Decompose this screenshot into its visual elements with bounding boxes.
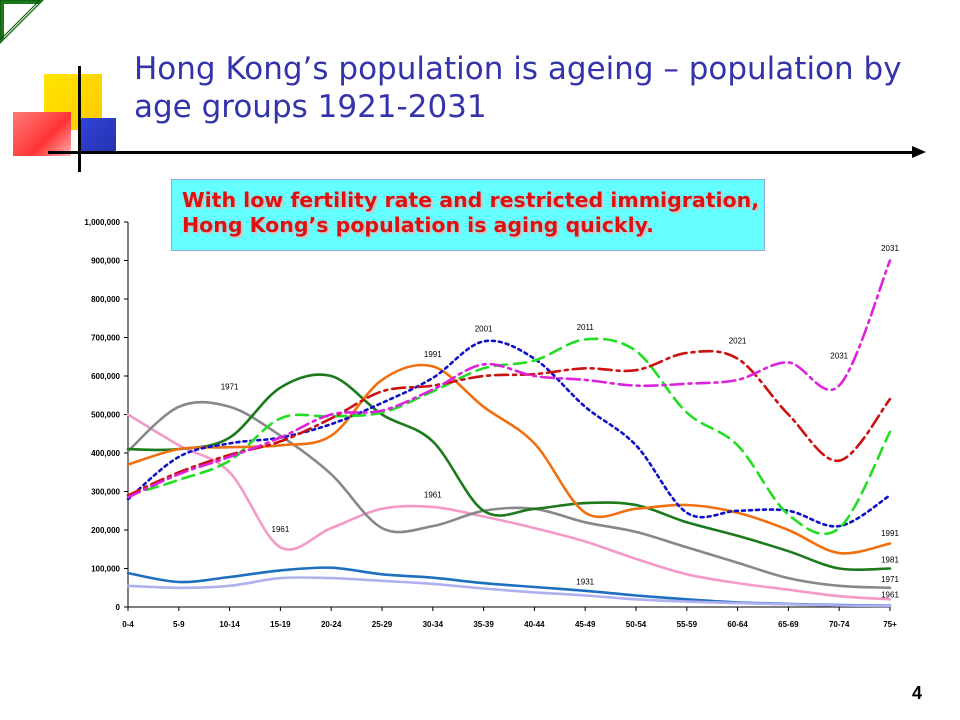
annotation-2031: 2031 (830, 352, 848, 361)
y-tick-label: 700,000 (91, 334, 120, 343)
annotation-1971: 1971 (881, 575, 899, 584)
x-tick-label: 15-19 (270, 620, 291, 629)
y-tick-label: 900,000 (91, 257, 120, 266)
x-tick-label: 40-44 (524, 620, 545, 629)
x-tick-label: 30-34 (423, 620, 444, 629)
annotation-2021: 2021 (729, 336, 747, 345)
y-tick-label: 0 (116, 603, 121, 612)
y-tick-label: 100,000 (91, 565, 120, 574)
series-line-1931 (126, 566, 892, 607)
series-line-1981 (126, 373, 892, 572)
annotation-2001: 2001 (475, 325, 493, 334)
callout-text: With low fertility rate and restricted i… (182, 188, 759, 238)
annotation-1961: 1961 (424, 490, 442, 499)
annotation-1961: 1961 (272, 525, 290, 534)
y-tick-label: 300,000 (91, 488, 120, 497)
annotation-2031: 2031 (881, 244, 899, 253)
annotation-1981: 1981 (881, 556, 899, 565)
y-tick-label: 200,000 (91, 526, 120, 535)
callout-box: With low fertility rate and restricted i… (171, 179, 765, 251)
y-tick-label: 400,000 (91, 449, 120, 458)
annotation-1961: 1961 (881, 590, 899, 599)
callout-line-1: With low fertility rate and restricted i… (182, 188, 759, 212)
series-line-2001 (126, 339, 892, 528)
x-tick-label: 35-39 (473, 620, 494, 629)
x-tick-label: 50-54 (626, 620, 647, 629)
page-title: Hong Kong’s population is ageing – popul… (134, 51, 902, 125)
x-tick-label: 10-14 (219, 620, 240, 629)
x-tick-label: 60-64 (727, 620, 748, 629)
series-line-2021 (126, 349, 892, 497)
annotation-1991: 1991 (881, 529, 899, 538)
x-tick-label: 0-4 (122, 620, 134, 629)
decorative-red-square (13, 112, 71, 156)
annotation-1991: 1991 (424, 350, 442, 359)
x-tick-label: 75+ (883, 620, 897, 629)
callout-line-2: Hong Kong’s population is aging quickly. (182, 213, 654, 237)
y-tick-label: 600,000 (91, 372, 120, 381)
annotation-1931: 1931 (576, 578, 594, 587)
annotation-2011: 2011 (577, 323, 595, 332)
series-line-2031 (126, 259, 892, 499)
y-tick-label: 500,000 (91, 411, 120, 420)
y-tick-label: 1,000,000 (84, 218, 120, 227)
series-line-1991 (126, 363, 892, 555)
decorative-blue-square (78, 118, 116, 154)
series-line-2011 (126, 337, 892, 536)
x-tick-label: 65-69 (778, 620, 799, 629)
annotation-1971: 1971 (221, 382, 239, 391)
x-tick-label: 5-9 (173, 620, 185, 629)
x-tick-label: 25-29 (372, 620, 393, 629)
title-underline (48, 151, 916, 154)
x-tick-label: 20-24 (321, 620, 342, 629)
series-line-1961 (126, 413, 892, 601)
x-tick-label: 45-49 (575, 620, 596, 629)
page-number: 4 (912, 683, 923, 703)
x-tick-label: 70-74 (829, 620, 850, 629)
arrowhead-icon (912, 146, 926, 158)
decorative-vertical-line (78, 66, 81, 172)
series-line-unnamed-1 (126, 576, 892, 608)
y-tick-label: 800,000 (91, 295, 120, 304)
corner-arrow-icon (0, 0, 44, 44)
series-line-1971 (126, 400, 892, 590)
x-tick-label: 55-59 (677, 620, 698, 629)
